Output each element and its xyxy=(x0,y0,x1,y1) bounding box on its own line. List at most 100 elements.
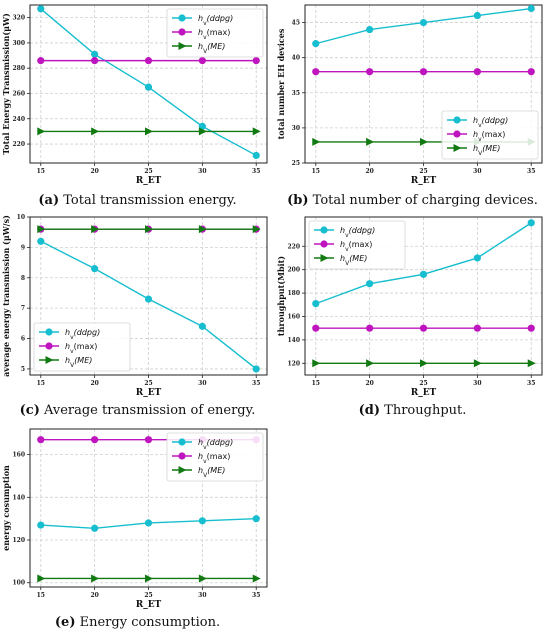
legend-name-base: h xyxy=(473,116,478,125)
legend-name-rest: (ME) xyxy=(207,42,225,51)
series-0 xyxy=(312,4,535,48)
data-point xyxy=(198,517,206,525)
y-tick-label: 10 xyxy=(17,214,25,221)
x-axis-label: R_ET xyxy=(136,600,162,610)
data-point xyxy=(91,50,99,58)
y-tick-label: 180 xyxy=(287,290,300,297)
x-tick-label: 20 xyxy=(365,380,373,387)
data-point xyxy=(144,295,153,303)
data-point xyxy=(198,127,207,136)
legend-name-sub: v xyxy=(203,458,207,465)
data-point xyxy=(366,137,375,146)
legend-name-sub: v xyxy=(203,444,207,451)
legend: hv(ddpg)hv(max)hV(ME) xyxy=(166,8,264,58)
x-tick-label: 25 xyxy=(144,168,152,175)
legend-name-sub: V xyxy=(345,260,350,267)
legend: hv(ddpg)hv(max)hV(ME) xyxy=(308,220,406,270)
legend-swatch-marker xyxy=(178,438,186,446)
y-tick-label: 120 xyxy=(12,537,25,544)
y-tick-label: 100 xyxy=(12,580,25,587)
y-tick-label: 200 xyxy=(287,267,300,274)
data-point xyxy=(198,322,206,330)
series-2 xyxy=(312,359,536,368)
legend-name-sub: V xyxy=(203,472,208,479)
data-point xyxy=(37,225,46,234)
legend-entry-label: hv(max) xyxy=(198,28,230,41)
data-point xyxy=(144,436,153,444)
legend-entry-label: hv(max) xyxy=(65,342,97,355)
x-tick-label: 20 xyxy=(90,168,98,175)
legend: hv(ddpg)hv(max)hV(ME) xyxy=(441,110,539,160)
legend-name-rest: (ddpg) xyxy=(74,328,101,337)
x-tick-label: 15 xyxy=(312,380,320,387)
data-point xyxy=(37,57,45,65)
legend-name-rest: (max) xyxy=(349,240,373,249)
data-point xyxy=(473,324,481,332)
data-point xyxy=(198,225,207,234)
y-tick-label: 140 xyxy=(12,494,25,501)
x-tick-label: 20 xyxy=(90,380,98,387)
legend-name-base: h xyxy=(473,144,478,153)
series-1 xyxy=(37,57,260,65)
caption-b-letter: (b) xyxy=(287,193,309,208)
legend-entry-label: hV(ME) xyxy=(198,42,225,55)
legend-name-sub: v xyxy=(203,20,207,27)
caption-b-text: Total number of charging devices. xyxy=(312,193,538,208)
data-point xyxy=(252,225,261,234)
y-tick-label: 45 xyxy=(292,20,300,27)
legend: hv(ddpg)hv(max)hV(ME) xyxy=(33,322,131,372)
data-point xyxy=(252,365,260,373)
data-point xyxy=(198,122,206,130)
legend-swatch-marker xyxy=(320,254,329,262)
legend-name-rest: (max) xyxy=(482,130,506,139)
x-tick-label: 25 xyxy=(419,380,427,387)
legend-name-base: h xyxy=(198,438,203,447)
legend-swatch-marker xyxy=(45,342,53,350)
data-point xyxy=(420,137,428,146)
data-point xyxy=(144,83,153,91)
legend-entry-label: hV(ME) xyxy=(340,254,367,267)
legend-entry-label: hv(ddpg) xyxy=(473,116,508,129)
data-point xyxy=(312,68,320,76)
data-point xyxy=(144,57,153,65)
y-tick-label: 260 xyxy=(12,90,25,97)
y-axis-label: throughput(Mbit) xyxy=(276,256,286,336)
y-tick-label: 120 xyxy=(287,360,300,367)
chart-d-throughput: 15 20 25 30 35 120 140 160 180 200 220 R_ET throughp… xyxy=(275,212,550,398)
y-tick-label: 35 xyxy=(292,90,300,97)
legend-name-base: h xyxy=(198,452,203,461)
x-tick-label: 30 xyxy=(473,380,481,387)
data-point xyxy=(252,151,260,160)
legend-box xyxy=(33,322,131,372)
legend-name-rest: (ddpg) xyxy=(207,438,234,447)
data-point xyxy=(312,40,320,48)
legend-name-sub: v xyxy=(478,136,482,143)
chart-b-charging-devices: 15 20 25 30 35 25 30 35 40 45 R_ET total number EH … xyxy=(275,0,550,186)
x-tick-label: 20 xyxy=(365,168,373,175)
data-point xyxy=(312,137,321,146)
data-point xyxy=(37,574,46,583)
series-0 xyxy=(37,237,260,373)
data-point xyxy=(37,5,45,13)
data-point xyxy=(366,25,374,34)
x-tick-label: 35 xyxy=(527,380,535,387)
y-tick-label: 5 xyxy=(21,366,25,373)
y-tick-label: 160 xyxy=(12,452,25,459)
legend-name-sub: V xyxy=(70,362,75,369)
data-point xyxy=(419,18,428,27)
x-tick-label: 30 xyxy=(198,380,206,387)
caption-e-letter: (e) xyxy=(54,615,76,630)
x-tick-label: 30 xyxy=(473,168,481,175)
legend-name-rest: (max) xyxy=(207,28,231,37)
x-tick-label: 25 xyxy=(144,380,152,387)
legend-swatch-marker xyxy=(45,328,53,336)
y-tick-label: 8 xyxy=(21,275,25,282)
data-point xyxy=(473,68,481,76)
legend-name-rest: (max) xyxy=(207,452,231,461)
data-point xyxy=(252,574,261,583)
legend-name-rest: (ME) xyxy=(349,254,367,263)
data-point xyxy=(419,68,428,76)
series-2 xyxy=(37,127,261,136)
data-point xyxy=(473,359,482,368)
legend-name-sub: v xyxy=(478,122,482,129)
